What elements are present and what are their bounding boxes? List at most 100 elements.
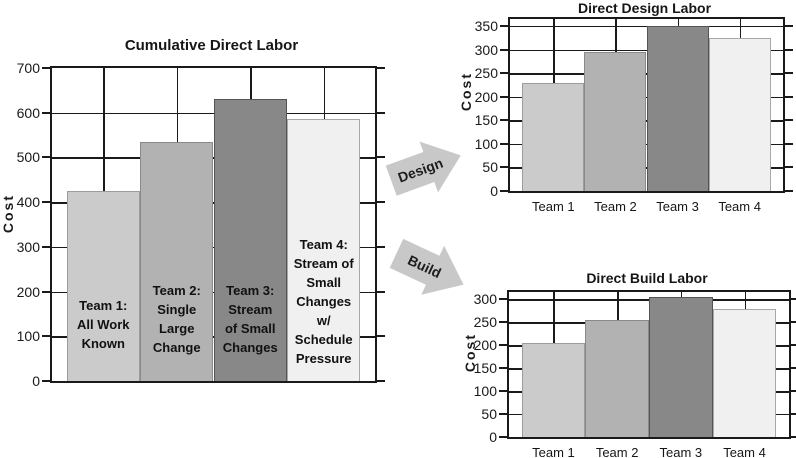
gridline-vertical xyxy=(250,68,252,381)
tick-mark xyxy=(791,367,796,370)
tick-mark xyxy=(500,166,508,169)
tick-mark xyxy=(377,290,385,293)
bar-team-4 xyxy=(708,37,771,191)
bars-layer xyxy=(509,292,789,437)
bar-team-1 xyxy=(521,342,586,437)
tick-mark xyxy=(377,245,385,248)
gridline-horizontal xyxy=(52,157,375,159)
x-tick-label: Team 1 xyxy=(532,445,575,458)
tick-mark xyxy=(785,25,793,28)
gridline-vertical xyxy=(677,19,679,191)
gridline-horizontal xyxy=(52,291,375,293)
chart-title: Direct Design Labor xyxy=(577,0,712,16)
x-tick-label: Team 2 xyxy=(594,199,637,214)
bar-label: Team 4: Stream of Small Changes w/Schedule Pr… xyxy=(293,237,354,366)
y-tick-label: 300 xyxy=(16,238,40,255)
bar-team-3 xyxy=(646,26,709,191)
y-tick-label: 250 xyxy=(474,65,498,82)
bar-team-1 xyxy=(522,82,585,191)
tick-mark xyxy=(791,298,796,301)
tick-mark xyxy=(791,321,796,324)
gridline-horizontal xyxy=(509,322,789,324)
bars-layer xyxy=(510,19,783,191)
bar-label: Team 2: Single Large Change xyxy=(152,283,201,355)
gridline-horizontal xyxy=(510,120,783,122)
tick-mark xyxy=(785,119,793,122)
tick-mark xyxy=(785,166,793,169)
y-tick-label: 150 xyxy=(474,112,498,129)
gridline-vertical xyxy=(553,292,555,437)
plot-area: 0 100 200 300 400 500 600 700 Team 1: All Work Kno… xyxy=(17,60,385,389)
tick-mark xyxy=(42,67,50,69)
y-tick-label: 500 xyxy=(16,149,40,166)
tick-mark xyxy=(377,335,385,338)
y-tick-label: 0 xyxy=(489,429,497,445)
tick-mark xyxy=(42,156,50,159)
tick-mark xyxy=(42,245,50,248)
y-axis-label: Cost xyxy=(0,194,16,234)
gridline-horizontal xyxy=(510,167,783,169)
bar-team-2 xyxy=(585,320,649,437)
tick-mark xyxy=(377,67,385,69)
tick-mark xyxy=(499,367,507,370)
gridline-horizontal xyxy=(510,26,783,28)
bar-team-3 xyxy=(649,297,713,437)
y-tick-label: 350 xyxy=(474,18,498,35)
tick-mark xyxy=(785,48,793,51)
y-tick-label: 100 xyxy=(16,328,40,345)
gridline-horizontal xyxy=(509,391,789,393)
x-tick-label: Team 4 xyxy=(723,445,766,458)
tick-mark xyxy=(377,380,385,382)
x-tick-label: Team 1 xyxy=(532,199,575,214)
gridline-horizontal xyxy=(510,143,783,146)
y-tick-label: 100 xyxy=(474,135,498,152)
y-tick-label: 200 xyxy=(473,337,497,354)
tick-mark xyxy=(42,380,50,382)
gridline-horizontal xyxy=(509,345,789,347)
tick-mark xyxy=(377,201,385,204)
gridline-horizontal xyxy=(510,96,783,99)
y-axis-label: Cost xyxy=(458,72,474,112)
tick-mark xyxy=(42,335,50,338)
tick-mark xyxy=(791,413,796,416)
tick-mark xyxy=(500,142,508,145)
y-axis-label: Cost xyxy=(462,333,478,373)
x-tick-label: Team 3 xyxy=(656,199,699,214)
gridline-horizontal xyxy=(52,246,375,249)
gridline-vertical xyxy=(176,68,179,381)
y-tick-label: 250 xyxy=(473,314,497,331)
tick-mark xyxy=(500,72,508,75)
gridline-horizontal xyxy=(52,202,375,204)
arrow-shape xyxy=(385,141,461,196)
gridline-vertical xyxy=(323,68,326,381)
gridline-horizontal xyxy=(509,299,789,301)
bar-label: Team 1: All Work Known xyxy=(77,298,130,351)
build-arrow: Build xyxy=(385,229,475,309)
tick-mark xyxy=(500,190,508,192)
x-tick-label: Team 3 xyxy=(659,445,703,458)
chart-title: Direct Build Labor xyxy=(586,270,708,286)
tick-mark xyxy=(785,72,793,75)
gridline-horizontal xyxy=(509,414,789,416)
x-tick-label: Team 2 xyxy=(595,445,639,458)
y-tick-label: 150 xyxy=(473,360,497,377)
y-tick-label: 600 xyxy=(16,104,40,121)
tick-mark xyxy=(791,344,796,347)
gridline-horizontal xyxy=(52,336,375,338)
tick-mark xyxy=(500,119,508,122)
tick-mark xyxy=(377,111,385,114)
tick-mark xyxy=(42,290,50,293)
plot-area: 0 50 100 150 200 250 300 350 Team 1 Team 2 Team 3 T… xyxy=(475,17,793,214)
tick-mark xyxy=(785,190,793,192)
y-tick-label: 100 xyxy=(473,383,497,400)
tick-mark xyxy=(791,390,796,393)
arrow-shape xyxy=(389,238,464,295)
tick-mark xyxy=(499,344,507,347)
bar-team-1: Team 1: All Work Known xyxy=(66,190,140,381)
design-arrow: Design xyxy=(382,130,470,206)
bar-team-2 xyxy=(584,52,647,191)
block-arrow-right-icon: Design xyxy=(385,141,461,196)
bar-team-3: Team 3: Stream of Small Changes xyxy=(213,99,287,381)
